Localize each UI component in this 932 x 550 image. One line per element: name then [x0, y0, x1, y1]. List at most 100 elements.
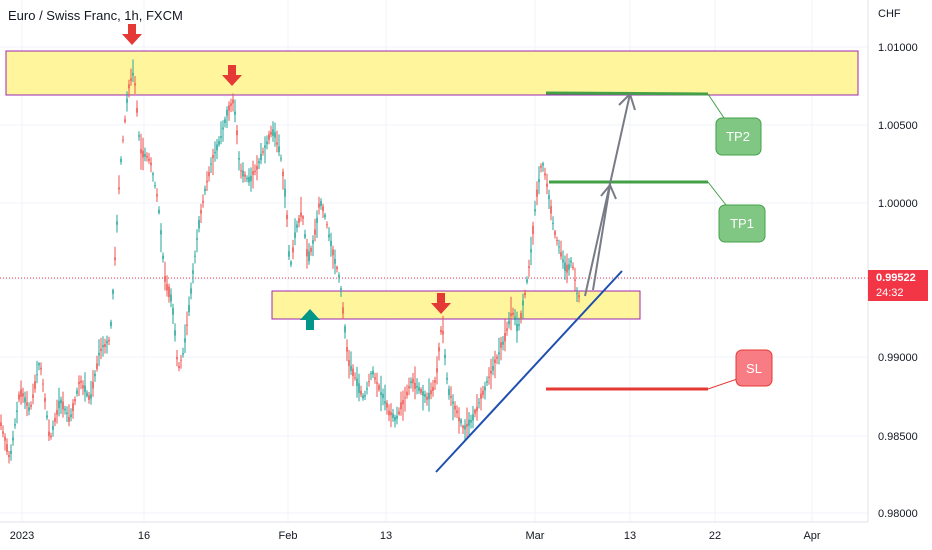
price-tick-label: 0.98500 [878, 431, 918, 443]
candle-body [78, 381, 80, 385]
candle-body [54, 417, 56, 422]
candle-body [104, 344, 106, 347]
candle-body [2, 431, 4, 434]
candle-body [268, 134, 270, 140]
candle-body [538, 179, 540, 182]
candle-body [134, 83, 136, 86]
candle-body [72, 403, 74, 411]
candle-body [454, 405, 456, 410]
time-tick-label: 13 [624, 530, 636, 542]
candle-body [132, 72, 134, 76]
candle-body [476, 406, 478, 412]
candle-body [522, 300, 524, 306]
symbol-title[interactable]: Euro / Swiss Franc, 1h, FXCM [8, 8, 183, 23]
candle-body [284, 188, 286, 197]
candle-body [238, 158, 240, 160]
time-tick-label: 16 [138, 530, 150, 542]
resistance-zone[interactable] [5, 50, 859, 96]
candle-body [378, 385, 380, 390]
candle-body [34, 381, 36, 389]
candle-body [256, 165, 258, 170]
candle-body [196, 238, 198, 240]
candle-body [162, 255, 164, 259]
bar-countdown: 24:32 [876, 287, 904, 299]
time-axis[interactable]: 2023 16 Feb 13 Mar 13 22 Apr [10, 530, 821, 542]
tp1-label-box[interactable] [718, 204, 766, 243]
candle-body [480, 393, 482, 399]
candle-body [574, 279, 576, 281]
price-tick-label: 0.99000 [878, 352, 918, 364]
candle-body [124, 119, 126, 122]
candle-body [406, 391, 408, 396]
candle-body [4, 436, 6, 441]
candle-body [300, 212, 302, 217]
candle-body [498, 352, 500, 355]
candle-body [226, 110, 228, 116]
candle-body [246, 177, 248, 180]
candle-body [304, 234, 306, 238]
projection-arrows[interactable] [584, 92, 636, 297]
tp2-label: TP2 [726, 129, 750, 144]
candle-body [352, 368, 354, 377]
candle-body [554, 231, 556, 235]
candle-body [192, 270, 194, 274]
candle-body [512, 312, 514, 315]
candle-body [28, 407, 30, 411]
candle-body [376, 382, 378, 384]
candle-body [318, 203, 320, 208]
sl-label: SL [746, 361, 762, 376]
candle-body [82, 385, 84, 389]
candle-body [220, 136, 222, 138]
candle-body [30, 404, 32, 407]
candle-body [534, 209, 536, 212]
candle-body [448, 388, 450, 396]
candle-body [172, 308, 174, 315]
candle-body [452, 401, 454, 404]
time-tick-label: Apr [803, 530, 820, 542]
candle-body [180, 359, 182, 361]
tp2-line[interactable] [545, 91, 709, 96]
candle-body [510, 313, 512, 317]
candle-body [400, 402, 402, 410]
candle-body [186, 324, 188, 326]
candle-body [436, 368, 438, 373]
candle-body [472, 414, 474, 421]
candle-body [540, 166, 542, 168]
candle-body [204, 188, 206, 192]
candle-body [148, 158, 150, 161]
candle-body [168, 286, 170, 298]
candle-body [100, 348, 102, 351]
time-tick-label: Mar [526, 530, 545, 542]
candle-body [326, 224, 328, 226]
candle-body [338, 275, 340, 278]
candle-body [548, 195, 550, 200]
candle-body [408, 386, 410, 389]
candle-body [496, 356, 498, 359]
candle-body [536, 189, 538, 197]
candle-body [484, 386, 486, 391]
candle-body [570, 260, 572, 263]
candle-body [506, 328, 508, 331]
down-arrow-icon [222, 65, 242, 86]
candle-body [14, 424, 16, 426]
price-tick-label: 1.00000 [878, 198, 918, 210]
candle-body [388, 410, 390, 416]
candle-body [430, 390, 432, 395]
candle-body [254, 170, 256, 172]
candle-body [426, 396, 428, 400]
candle-body [322, 206, 324, 212]
candle-body [98, 352, 100, 356]
candle-body [236, 130, 238, 136]
candle-body [432, 386, 434, 391]
tp2-label-box[interactable] [715, 117, 762, 156]
candle-body [152, 173, 154, 176]
candle-body [126, 98, 128, 103]
sl-label-box[interactable] [735, 349, 773, 387]
candle-body [224, 119, 226, 123]
candle-body [542, 163, 544, 166]
ascending-trendline[interactable] [435, 270, 623, 473]
candle-body [80, 380, 82, 383]
candle-body [96, 363, 98, 370]
candle-body [76, 390, 78, 394]
